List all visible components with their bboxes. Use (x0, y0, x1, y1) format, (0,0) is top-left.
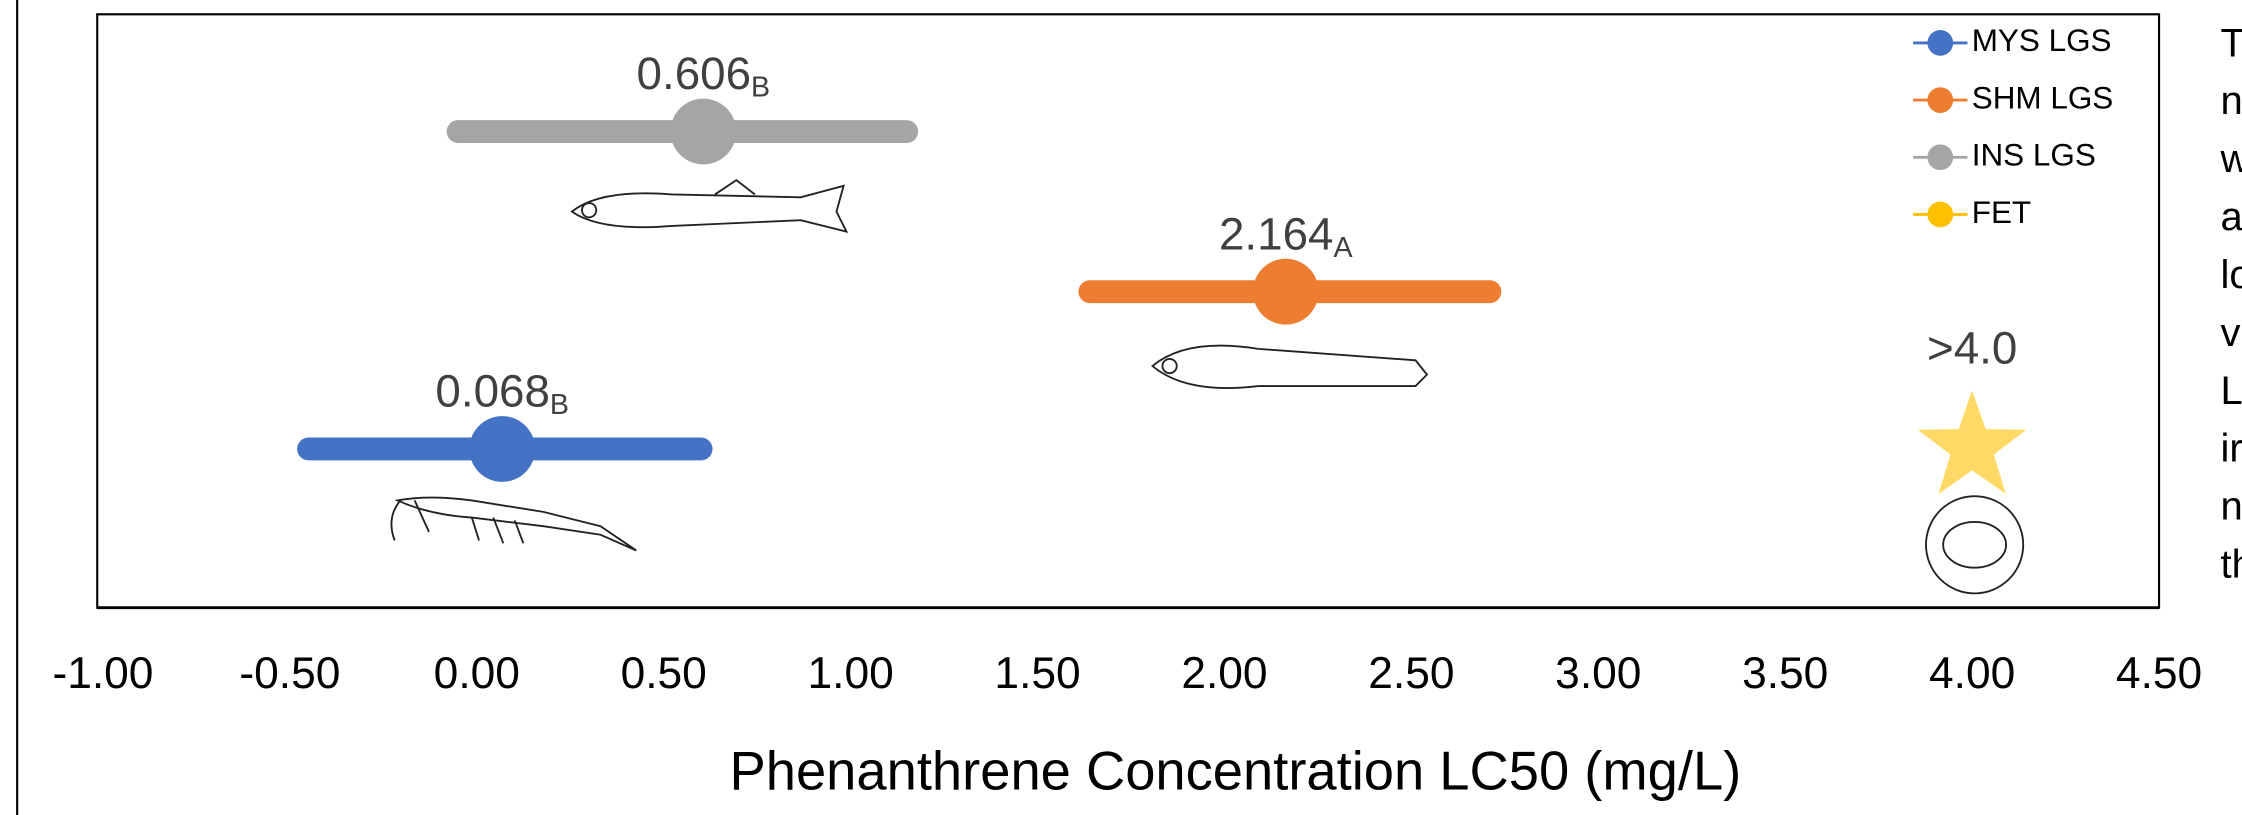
x-tick-label: 1.50 (994, 649, 1080, 698)
value-label-number: >4.0 (1927, 323, 2017, 374)
x-tick-label: -1.00 (52, 649, 153, 698)
side-text-line: ir (2221, 427, 2242, 471)
legend-marker (1927, 30, 1954, 56)
value-label: 0.068B (435, 366, 569, 421)
x-tick-label: 1.00 (808, 649, 894, 698)
legend-label: INS LGS (1972, 138, 2096, 173)
x-axis-title: Phenanthrene Concentration LC50 (mg/L) (730, 740, 1742, 801)
legend-entry: INS LGS (1913, 138, 2096, 173)
legend-entry: SHM LGS (1913, 80, 2113, 115)
x-tick-label: 0.50 (621, 649, 707, 698)
value-label: 2.164A (1219, 208, 1353, 263)
x-tick-label: -0.50 (239, 649, 340, 698)
data-point (670, 98, 737, 165)
value-label-number: 0.606 (637, 48, 752, 99)
side-text-line: v (2221, 311, 2241, 355)
data-point (1252, 258, 1319, 325)
x-tick-label: 2.50 (1368, 649, 1454, 698)
value-label-number: 2.164 (1219, 208, 1334, 259)
x-tick-label: 3.00 (1555, 649, 1641, 698)
x-tick-label: 4.00 (1929, 649, 2015, 698)
side-text-line: n (2221, 485, 2242, 529)
legend-entry: FET (1913, 195, 2031, 230)
legend-marker (1927, 201, 1954, 228)
legend-label: FET (1972, 195, 2031, 230)
side-text-line: L (2221, 369, 2242, 413)
illustrations (390, 179, 2025, 595)
side-text-line: n (2221, 79, 2242, 123)
data-point (1917, 390, 2027, 494)
x-tick-label: 0.00 (434, 649, 520, 698)
significance-letter: B (550, 389, 569, 421)
x-tick-label: 2.00 (1181, 649, 1267, 698)
legend-entry: MYS LGS (1913, 23, 2112, 58)
side-text-line: T (2221, 21, 2242, 65)
legend-label: SHM LGS (1972, 80, 2114, 115)
x-tick-label: 3.50 (1742, 649, 1828, 698)
legend-label: MYS LGS (1972, 23, 2112, 58)
significance-letter: A (1333, 231, 1352, 263)
side-text: TnwalovLirnth (2220, 21, 2242, 586)
legend-marker (1927, 144, 1954, 171)
legend-marker (1927, 87, 1954, 113)
value-label: >4.0 (1927, 323, 2017, 374)
data-point (469, 416, 536, 482)
side-text-line: a (2221, 195, 2242, 239)
significance-letter: B (751, 71, 770, 103)
side-text-line: w (2220, 137, 2242, 181)
x-tick-label: 4.50 (2116, 649, 2202, 698)
side-text-line: th (2221, 543, 2242, 587)
value-label-number: 0.068 (435, 366, 550, 417)
plot-area (96, 13, 2161, 609)
value-label: 0.606B (637, 48, 771, 103)
side-text-line: lo (2221, 253, 2242, 297)
